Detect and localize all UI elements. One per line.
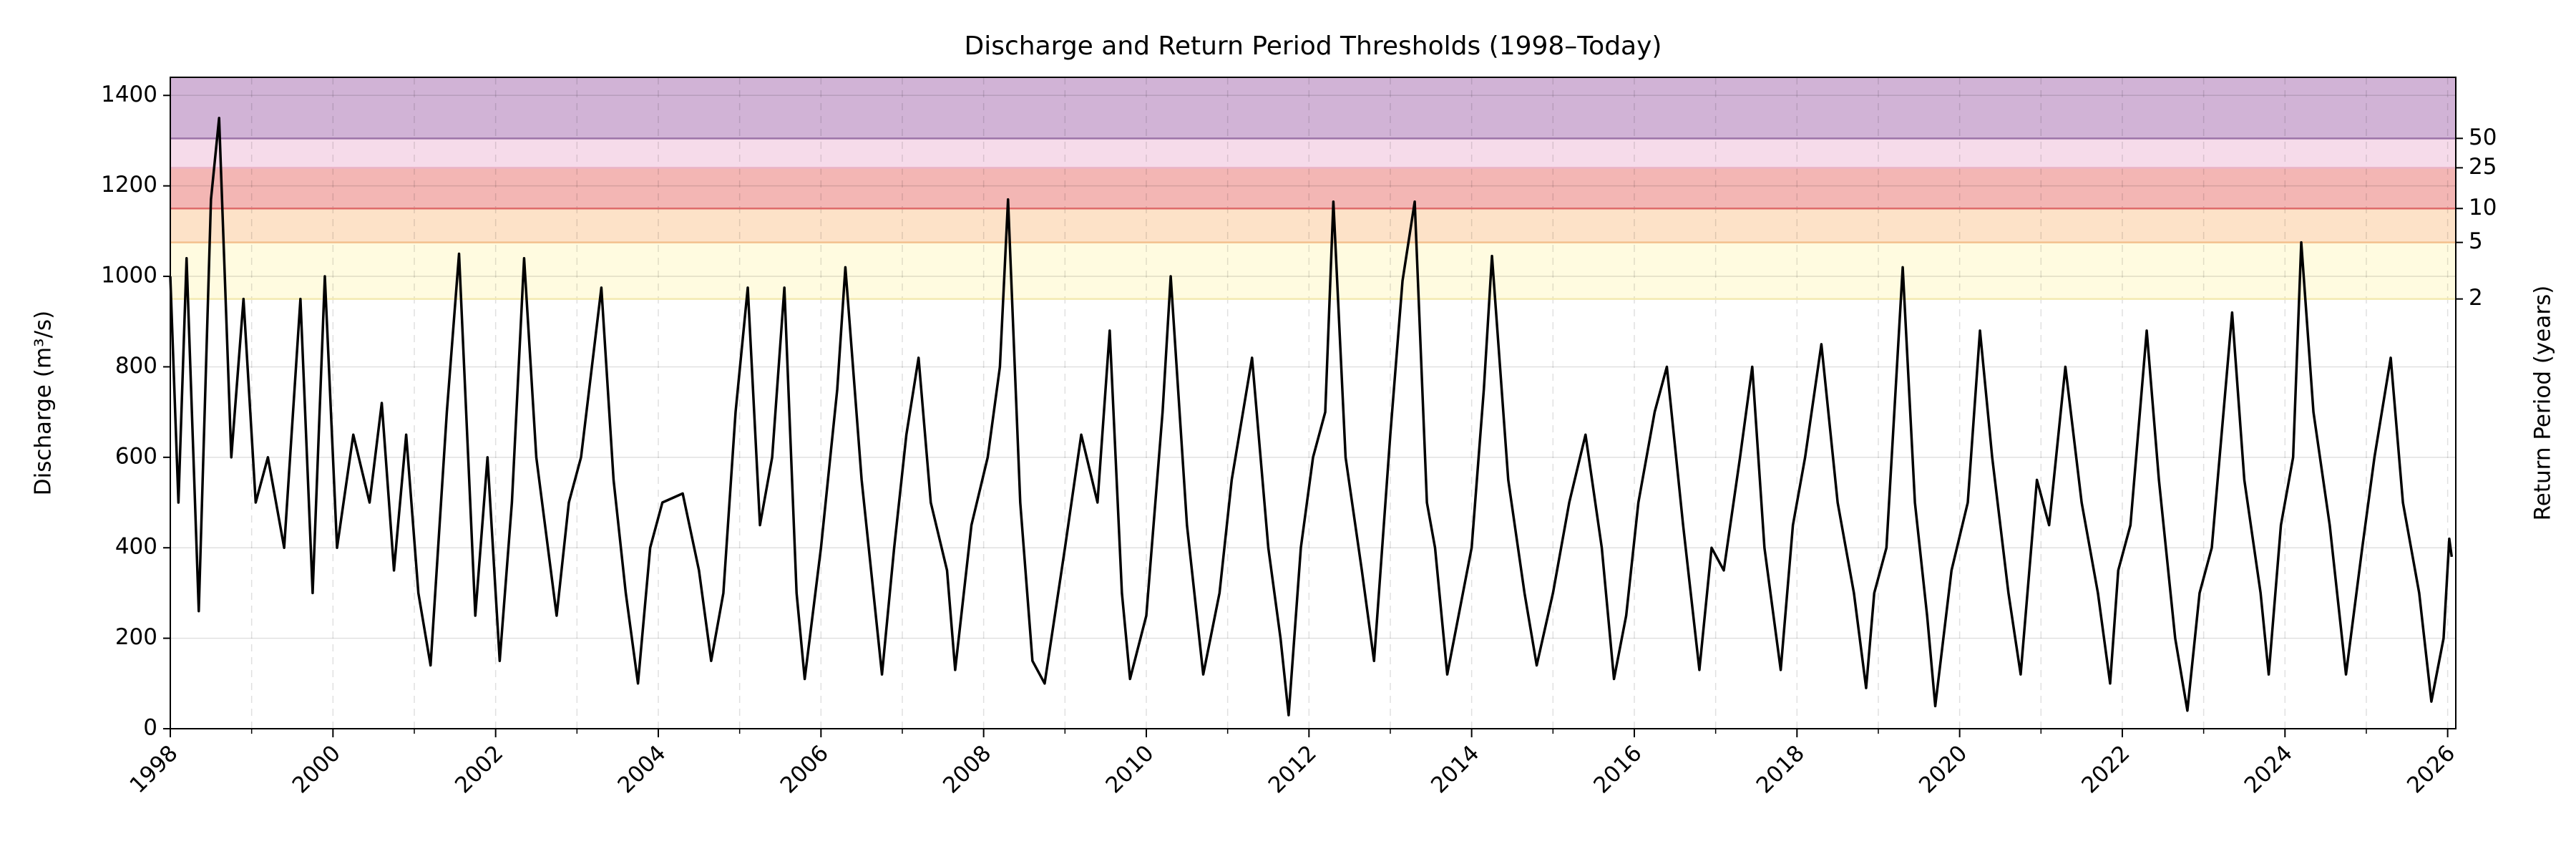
y2-tick-label: 50: [2469, 125, 2497, 150]
x-tick-label: 2002: [450, 740, 508, 798]
y-tick-label: 800: [115, 353, 157, 379]
x-tick-label: 2024: [2240, 740, 2298, 798]
y2-axis-label: Return Period (years): [2530, 286, 2556, 521]
y-tick-label: 600: [115, 443, 157, 469]
y2-tick-label: 25: [2469, 154, 2497, 180]
x-tick-label: 2016: [1589, 740, 1646, 798]
y-tick-label: 1400: [101, 82, 157, 107]
y2-tick-label: 2: [2469, 285, 2483, 311]
x-tick-label: 2022: [2077, 740, 2135, 798]
y-tick-label: 200: [115, 624, 157, 650]
x-tick-label: 2006: [776, 740, 834, 798]
y-tick-label: 1000: [101, 263, 157, 288]
y2-tick-label: 5: [2469, 228, 2483, 254]
x-tick-label: 2010: [1101, 740, 1158, 798]
y-tick-label: 0: [143, 715, 157, 741]
x-tick-label: 2004: [613, 740, 670, 798]
threshold-band: [170, 168, 2456, 209]
y-tick-label: 1200: [101, 172, 157, 198]
chart-title: Discharge and Return Period Thresholds (…: [965, 31, 1662, 61]
x-tick-label: 2026: [2402, 740, 2460, 798]
threshold-band: [170, 208, 2456, 243]
y-tick-label: 400: [115, 534, 157, 560]
y-axis-label: Discharge (m³/s): [31, 311, 57, 496]
threshold-band: [170, 138, 2456, 168]
y2-tick-label: 10: [2469, 195, 2497, 220]
x-tick-label: 2020: [1914, 740, 1972, 798]
threshold-band: [170, 242, 2456, 299]
x-tick-label: 2008: [938, 740, 996, 798]
x-tick-label: 2018: [1752, 740, 1810, 798]
discharge-line: [169, 117, 2454, 717]
x-tick-label: 2014: [1426, 740, 1484, 798]
x-tick-label: 1998: [125, 740, 182, 798]
threshold-band: [170, 77, 2456, 139]
x-tick-label: 2000: [288, 740, 346, 798]
plot-frame: [170, 77, 2457, 729]
x-tick-label: 2012: [1264, 740, 1322, 798]
